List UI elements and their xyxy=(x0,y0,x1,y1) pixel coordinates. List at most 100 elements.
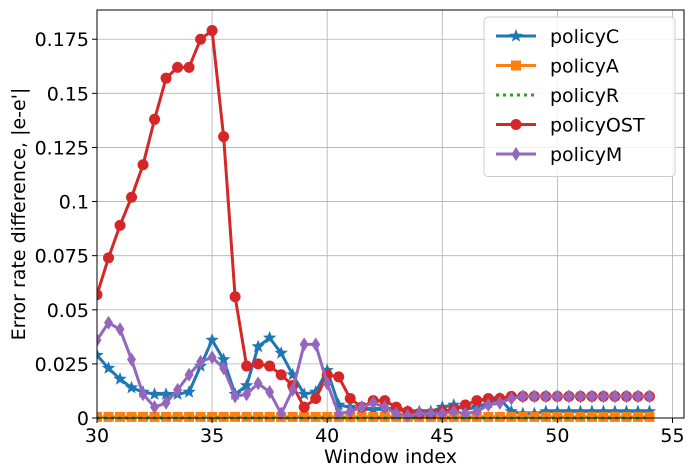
data-point xyxy=(426,406,436,421)
data-point xyxy=(414,406,424,421)
data-point xyxy=(504,404,519,418)
legend-label: policyOST xyxy=(550,115,645,137)
data-point xyxy=(126,411,137,422)
data-point xyxy=(161,411,172,422)
data-point xyxy=(471,395,483,407)
data-point xyxy=(357,400,367,415)
data-point xyxy=(609,411,620,422)
data-point xyxy=(368,411,379,422)
legend-label: policyR xyxy=(550,85,619,107)
data-point xyxy=(172,411,183,422)
data-point xyxy=(124,380,139,394)
data-point xyxy=(113,372,127,385)
data-point xyxy=(552,389,562,404)
data-point xyxy=(573,404,588,418)
data-point xyxy=(495,395,505,410)
data-point xyxy=(334,406,344,421)
data-point xyxy=(103,252,115,264)
data-point xyxy=(621,411,632,422)
data-point xyxy=(403,408,413,423)
data-point xyxy=(137,159,149,171)
data-point xyxy=(161,395,171,410)
legend-entry-policyR: policyR xyxy=(496,85,619,107)
data-point xyxy=(101,361,116,374)
data-point xyxy=(459,399,471,411)
y-tick-label: 0.05 xyxy=(47,300,89,322)
legend-box xyxy=(483,16,676,177)
data-point xyxy=(127,352,137,367)
data-point xyxy=(219,361,229,376)
data-point xyxy=(483,411,494,422)
data-point xyxy=(229,291,241,303)
data-point xyxy=(149,113,161,125)
data-point xyxy=(585,404,599,418)
data-point xyxy=(598,389,608,404)
legend: policyC policyA policyR policyOST policyM xyxy=(483,16,676,177)
series-policyM xyxy=(97,315,654,423)
data-point xyxy=(207,350,217,365)
data-point xyxy=(509,29,523,42)
legend-label: policyC xyxy=(550,26,619,48)
data-point xyxy=(644,389,654,404)
data-point xyxy=(356,411,367,422)
data-point xyxy=(230,411,241,422)
data-point xyxy=(511,147,521,161)
legend-entry-policyC: policyC xyxy=(496,26,619,48)
data-point xyxy=(196,354,206,369)
data-point xyxy=(97,333,102,348)
y-tick-label: 0 xyxy=(77,408,89,430)
data-point xyxy=(274,346,288,359)
data-point xyxy=(299,337,309,352)
data-point xyxy=(195,33,207,45)
data-point xyxy=(564,389,574,404)
data-point xyxy=(391,406,401,421)
data-point xyxy=(147,387,162,400)
data-point xyxy=(472,404,482,419)
data-point xyxy=(511,60,521,71)
data-point xyxy=(608,404,622,418)
data-point xyxy=(195,411,206,422)
data-point xyxy=(264,360,276,372)
legend-entry-policyOST: policyOST xyxy=(496,115,645,137)
data-point xyxy=(114,219,126,231)
data-point xyxy=(241,360,253,372)
y-tick-label: 0.15 xyxy=(47,83,89,105)
x-tick-label: 30 xyxy=(85,425,109,447)
data-point xyxy=(205,333,219,346)
data-point xyxy=(633,389,643,404)
data-point xyxy=(437,406,447,421)
data-point xyxy=(173,382,183,397)
legend-entry-policyM: policyM xyxy=(496,144,622,166)
data-point xyxy=(182,385,196,398)
data-point xyxy=(275,369,287,381)
data-point xyxy=(510,119,522,130)
data-point xyxy=(610,389,620,404)
data-point xyxy=(368,395,378,410)
data-point xyxy=(286,367,300,381)
series-group xyxy=(97,25,657,423)
data-point xyxy=(297,387,311,400)
data-point xyxy=(539,404,553,418)
data-point xyxy=(104,315,114,330)
data-point xyxy=(311,337,321,352)
data-point xyxy=(264,411,275,422)
data-point xyxy=(644,411,655,422)
x-tick-label: 40 xyxy=(315,425,339,447)
data-point xyxy=(160,72,172,84)
data-point xyxy=(518,389,528,404)
data-point xyxy=(494,411,505,422)
y-axis-label: Error rate difference, |e-e'| xyxy=(8,88,30,341)
data-point xyxy=(253,376,263,391)
data-point xyxy=(380,400,390,415)
data-point xyxy=(115,322,125,337)
data-point xyxy=(596,404,611,418)
legend-entry-policyA: policyA xyxy=(496,56,619,78)
legend-label: policyA xyxy=(550,56,619,78)
data-point xyxy=(298,401,310,413)
data-point xyxy=(506,391,516,406)
axis-ticks: 30 35 40 45 50 55 0 0.025 0.05 0.075 0.1 0.125 0.15 0… xyxy=(35,29,685,447)
data-point xyxy=(344,393,356,405)
data-point xyxy=(333,371,345,383)
data-point xyxy=(332,398,346,411)
data-point xyxy=(206,25,218,37)
